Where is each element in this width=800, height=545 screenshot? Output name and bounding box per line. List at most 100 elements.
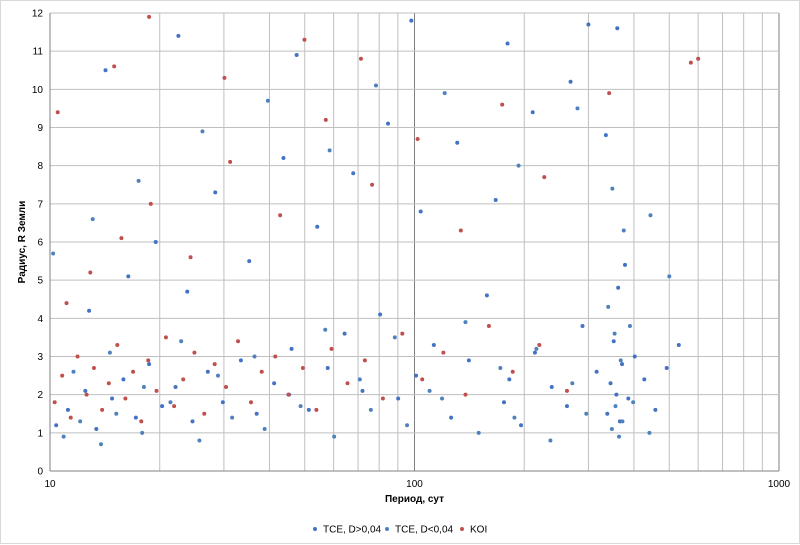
data-point	[110, 396, 115, 401]
y-tick-label: 10	[32, 85, 44, 96]
data-point	[466, 358, 471, 363]
data-point	[168, 400, 173, 405]
data-point	[611, 339, 616, 344]
data-point	[605, 411, 610, 416]
data-point	[230, 415, 235, 420]
data-point	[532, 350, 537, 355]
data-point	[626, 396, 631, 401]
data-point	[696, 56, 701, 61]
data-point	[608, 381, 613, 386]
data-point	[107, 350, 112, 355]
data-point	[119, 236, 124, 241]
legend-label: TCE, D>0,04	[323, 525, 382, 536]
data-point	[136, 178, 141, 183]
y-tick-label: 0	[37, 467, 43, 478]
data-point	[314, 407, 319, 412]
data-point	[530, 110, 535, 115]
legend-item: TCE, D>0,04	[313, 525, 382, 536]
data-point	[427, 388, 432, 393]
data-point	[420, 377, 425, 382]
data-point	[351, 171, 356, 176]
data-point	[224, 385, 229, 390]
data-point	[286, 392, 291, 397]
data-point	[463, 320, 468, 325]
data-point	[123, 396, 128, 401]
data-point	[493, 198, 498, 203]
data-point	[327, 148, 332, 153]
data-point	[455, 140, 460, 145]
y-tick-label: 5	[37, 276, 43, 287]
data-point	[60, 373, 65, 378]
data-point	[688, 60, 693, 65]
data-point	[537, 343, 542, 348]
data-point	[121, 377, 126, 382]
legend-marker	[385, 527, 389, 531]
data-point	[362, 358, 367, 363]
x-tick-label: 100	[406, 479, 423, 490]
data-point	[622, 262, 627, 267]
data-point	[172, 404, 177, 409]
data-point	[378, 312, 383, 317]
data-point	[281, 156, 286, 161]
data-point	[259, 369, 264, 374]
data-point	[647, 430, 652, 435]
data-point	[55, 110, 60, 115]
data-point	[147, 14, 152, 19]
data-point	[442, 91, 447, 96]
data-point	[580, 323, 585, 328]
data-point	[176, 33, 181, 38]
data-point	[564, 404, 569, 409]
data-point	[215, 373, 220, 378]
data-point	[126, 274, 131, 279]
data-point	[213, 190, 218, 195]
data-point	[200, 129, 205, 134]
data-point	[418, 209, 423, 214]
data-point	[100, 407, 105, 412]
data-point	[265, 98, 270, 103]
data-point	[252, 354, 257, 359]
data-point	[325, 365, 330, 370]
y-tick-label: 4	[37, 314, 43, 325]
data-point	[653, 407, 658, 412]
data-point	[610, 186, 615, 191]
data-point	[618, 358, 623, 363]
data-point	[616, 285, 621, 290]
data-point	[173, 385, 178, 390]
data-point	[606, 304, 611, 309]
series-1	[51, 83, 672, 447]
data-point	[273, 354, 278, 359]
data-point	[409, 18, 414, 23]
legend-marker	[313, 527, 317, 531]
x-tick-label: 10	[44, 479, 56, 490]
data-point	[615, 26, 620, 31]
data-point	[115, 343, 120, 348]
data-point	[65, 407, 70, 412]
data-point	[249, 400, 254, 405]
data-point	[614, 392, 619, 397]
data-point	[302, 37, 307, 42]
data-point	[484, 293, 489, 298]
data-point	[507, 377, 512, 382]
data-point	[52, 400, 57, 405]
data-point	[220, 400, 225, 405]
data-point	[87, 308, 92, 313]
data-point	[386, 121, 391, 126]
data-point	[368, 407, 373, 412]
data-point	[185, 289, 190, 294]
x-tick-label: 1000	[768, 479, 791, 490]
data-point	[306, 407, 311, 412]
data-point	[440, 396, 445, 401]
legend-item: KOI	[460, 525, 487, 536]
data-point	[373, 83, 378, 88]
data-point	[75, 354, 80, 359]
data-point	[323, 327, 328, 332]
data-point	[54, 423, 59, 428]
data-point	[586, 22, 591, 27]
data-point	[620, 362, 625, 367]
data-point	[603, 133, 608, 138]
y-tick-label: 3	[37, 352, 43, 363]
data-point	[163, 335, 168, 340]
data-point	[505, 41, 510, 46]
data-point	[512, 415, 517, 420]
